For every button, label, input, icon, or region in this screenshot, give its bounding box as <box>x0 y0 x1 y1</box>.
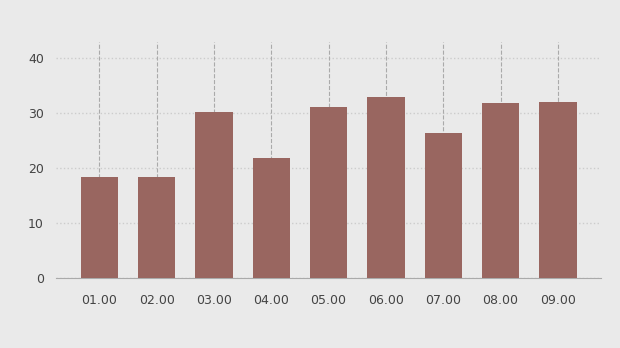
Bar <box>81 176 118 278</box>
Bar <box>425 133 462 278</box>
Bar <box>252 158 290 278</box>
Bar <box>482 103 520 278</box>
Bar <box>195 112 232 278</box>
Bar <box>310 107 347 278</box>
Bar <box>539 102 577 278</box>
Bar <box>367 97 405 278</box>
Bar <box>138 176 175 278</box>
